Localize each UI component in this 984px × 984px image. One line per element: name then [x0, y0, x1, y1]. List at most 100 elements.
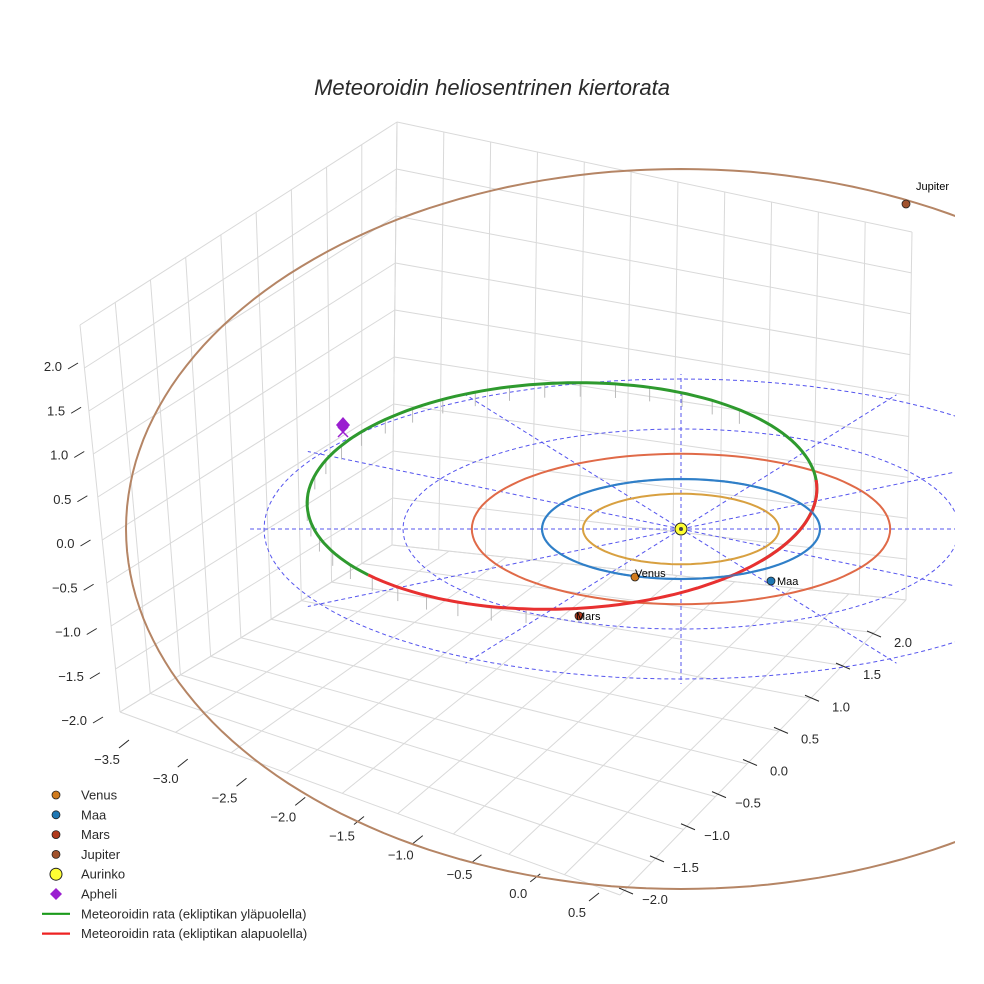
meteoroid-orbit-below: [367, 479, 819, 611]
grid-line: [395, 262, 911, 356]
y-tick-mark: [804, 694, 820, 702]
grid-line: [341, 569, 621, 794]
ecliptic-spoke: [680, 471, 955, 530]
x-tick-mark: [177, 758, 189, 768]
x-tick-mark: [412, 835, 424, 845]
y-tick-label: −1.0: [704, 828, 730, 843]
grid-line: [220, 234, 242, 638]
z-tick-label: −1.0: [55, 625, 81, 640]
grid-line: [79, 324, 121, 713]
legend-marker: [49, 867, 63, 881]
ecliptic-spoke: [680, 394, 897, 530]
x-tick-label: 0.5: [568, 905, 586, 920]
grid-line: [97, 309, 396, 498]
grid-line: [393, 403, 909, 478]
y-tick-mark: [618, 887, 634, 895]
grid-line: [79, 121, 398, 326]
x-tick-mark: [294, 796, 306, 806]
legend-label: Meteoroidin rata (ekliptikan yläpuolella…: [81, 906, 306, 921]
legend-label: Jupiter: [81, 847, 121, 862]
box-grid: [79, 121, 913, 896]
z-tick-label: 2.0: [44, 359, 62, 374]
grid-line: [150, 692, 652, 863]
y-tick-mark: [649, 855, 665, 863]
z-tick-mark: [77, 495, 88, 503]
orbit-overlay: [540, 477, 822, 581]
grid-line: [101, 356, 395, 541]
legend-label: Aurinko: [81, 867, 125, 882]
y-tick-mark: [773, 726, 789, 734]
z-tick-mark: [92, 716, 104, 724]
z-tick-mark: [89, 672, 101, 680]
legend-marker: [51, 790, 61, 800]
grid-line: [564, 593, 850, 876]
grid-line: [391, 544, 907, 601]
x-tick-mark: [588, 892, 600, 902]
grid-line: [149, 279, 181, 675]
axis-ticks: −2.0 −1.5 −1.0 −0.5 0.0 0.5 1.0 1.5 2.0 −3.5 −3.0 −…: [44, 359, 912, 920]
grid-line: [88, 215, 397, 412]
grid-line: [619, 599, 907, 896]
z-tick-label: 0.5: [53, 492, 71, 507]
legend: Venus Maa Mars Jupiter Aurinko Apheli Meteoroi…: [42, 788, 307, 941]
chart-title: Meteoroidin heliosentrinen kiertorata: [314, 75, 670, 100]
x-tick-mark: [236, 777, 247, 787]
y-tick-mark: [835, 662, 851, 670]
grid-line: [240, 637, 748, 765]
z-tick-label: −2.0: [61, 713, 87, 728]
y-tick-label: 2.0: [894, 635, 912, 650]
legend-label: Maa: [81, 807, 107, 822]
grid-line: [396, 168, 912, 274]
z-tick-mark: [73, 451, 85, 458]
grid-line: [93, 262, 396, 455]
grid-line: [508, 587, 793, 855]
x-tick-label: −1.0: [388, 848, 414, 863]
y-tick-mark: [711, 791, 727, 799]
grid-line: [765, 201, 773, 586]
grid-line: [286, 562, 564, 774]
z-tick-mark: [80, 539, 91, 547]
x-tick-mark: [471, 854, 482, 864]
ecliptic-spoke: [680, 528, 955, 587]
legend-label: Apheli: [81, 887, 117, 902]
grid-line: [175, 550, 450, 733]
grid-line: [393, 450, 908, 519]
label-mars: Mars: [576, 611, 601, 623]
x-tick-label: −0.5: [447, 867, 473, 882]
grid-line: [394, 356, 909, 437]
grid-line: [301, 600, 811, 699]
z-tick-label: 1.5: [47, 403, 65, 418]
grid-line: [452, 581, 736, 835]
grid-line: [484, 141, 492, 556]
grid-line: [625, 171, 632, 571]
y-tick-label: −1.5: [673, 860, 699, 875]
grid-line: [106, 403, 394, 584]
x-tick-label: 0.0: [509, 886, 527, 901]
z-tick-label: 1.0: [50, 448, 68, 463]
label-venus: Venus: [635, 568, 666, 580]
grid-line: [185, 257, 212, 657]
orbit-jupiter: [124, 167, 955, 891]
x-tick-mark: [118, 739, 130, 749]
y-tick-mark: [742, 759, 758, 766]
legend-label: Venus: [81, 788, 118, 803]
grid-line: [394, 309, 910, 397]
label-jupiter: Jupiter: [916, 181, 949, 193]
grid-line: [397, 575, 678, 815]
z-tick-mark: [70, 406, 82, 414]
ecliptic-spoke: [680, 528, 897, 664]
ecliptic-spoke: [307, 528, 682, 607]
meteoroid-orbit-above: [305, 381, 819, 577]
legend-marker: [51, 850, 61, 859]
grid-line: [718, 191, 726, 581]
y-tick-label: 1.5: [863, 667, 881, 682]
z-tick-label: 0.0: [56, 536, 74, 551]
y-tick-label: −0.5: [735, 796, 761, 811]
legend-marker: [51, 830, 61, 839]
point-apheli: [336, 417, 350, 433]
point-maa: [766, 576, 776, 586]
legend-marker: [51, 810, 61, 820]
grid-line: [438, 131, 445, 551]
z-tick-mark: [86, 628, 98, 635]
